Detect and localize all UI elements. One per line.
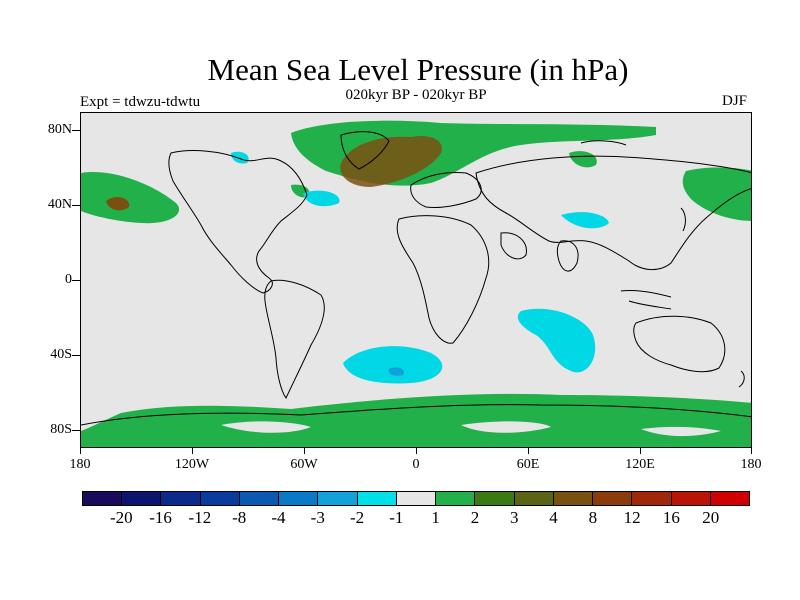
colorbar-swatch [475,492,515,505]
colorbar-swatch [436,492,476,505]
season-label: DJF [722,93,748,109]
colorbar-swatch [200,492,240,505]
strong-positive-regions [106,135,442,211]
lon-label: 60W [290,457,318,472]
lon-label: 0 [412,457,420,472]
colorbar-label: 8 [588,508,598,527]
y-tick [72,355,80,356]
colorbar-label: 16 [662,508,680,527]
lat-label: 40N [47,197,72,212]
lat-label: 80N [47,122,72,137]
colorbar-label: 4 [549,508,558,527]
lon-label: 120E [625,457,655,472]
experiment-label: Expt = tdwzu-tdwtu [80,94,201,110]
colorbar-swatch [357,492,397,505]
colorbar-label: -12 [188,508,212,527]
lon-label: 180 [740,457,762,472]
colorbar-label: -20 [109,508,133,527]
colorbar-label: 1 [431,508,440,527]
colorbar-label: -3 [310,508,325,527]
chart-subtitle: 020kyr BP - 020kyr BP [345,87,487,103]
y-tick [72,205,80,206]
chart-title: Mean Sea Level Pressure (in hPa) [207,52,629,87]
x-tick [528,448,529,454]
colorbar-swatch [632,492,672,505]
coastlines [81,131,751,426]
colorbar-swatch [239,492,280,505]
negative-anomaly-regions [231,151,609,384]
colorbar-swatch [318,492,358,505]
y-tick [72,130,80,131]
x-tick [80,448,81,454]
lon-label: 180 [69,457,91,472]
gap-regions [221,421,721,437]
colorbar-swatch [593,492,633,505]
colorbar-swatch [671,492,711,505]
colorbar-swatch [514,492,554,505]
lat-label: 0 [65,272,72,287]
y-tick [72,280,80,281]
colorbar-swatch [161,492,201,505]
x-tick [640,448,641,454]
colorbar-swatch [553,492,594,505]
colorbar-label: -4 [271,508,286,527]
colorbar-label: -16 [149,508,172,527]
lat-label: 40S [50,347,72,362]
x-tick [751,448,752,454]
colorbar [82,491,750,506]
colorbar-label: -8 [232,508,247,527]
negative-core-regions [388,367,404,376]
colorbar-label: 20 [702,508,720,527]
y-tick [72,430,80,431]
colorbar-label: -2 [349,508,365,527]
colorbar-swatch [279,492,319,505]
colorbar-swatch [396,492,437,505]
map-canvas [81,120,751,447]
lon-label: 120W [174,457,210,472]
colorbar-label: 2 [470,508,480,527]
colorbar-swatch [122,492,162,505]
colorbar-label: 3 [509,508,519,527]
colorbar-swatch [710,492,749,505]
x-tick [304,448,305,454]
colorbar-label: -1 [389,508,404,527]
x-tick [192,448,193,454]
map-panel [80,112,752,448]
lat-label: 80S [50,422,72,437]
x-tick [416,448,417,454]
colorbar-swatch [83,492,123,505]
lon-label: 60E [516,457,540,472]
colorbar-label: 12 [623,508,641,527]
